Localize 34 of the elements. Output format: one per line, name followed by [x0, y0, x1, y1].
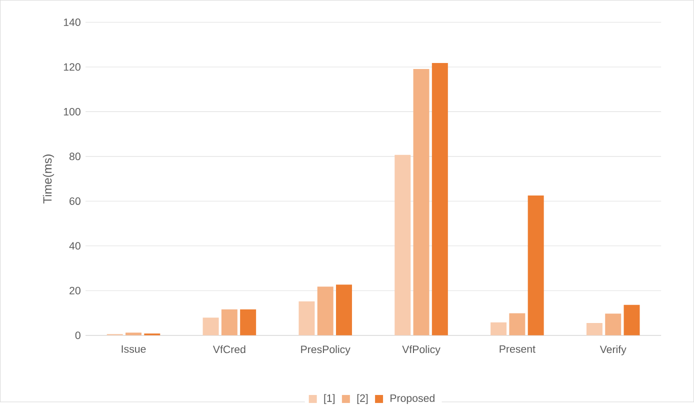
bar — [240, 309, 256, 336]
legend-label: [2] — [357, 394, 368, 404]
y-tick-label: 20 — [70, 286, 80, 294]
bar — [586, 322, 602, 336]
bar — [202, 318, 219, 336]
bar — [413, 68, 430, 336]
y-tick-label: 40 — [69, 242, 80, 250]
bar — [605, 314, 622, 336]
bar — [528, 196, 544, 336]
y-tick-label: 60 — [70, 197, 80, 205]
bar — [298, 301, 315, 336]
bar — [509, 313, 526, 336]
x-tick-label: Issue — [122, 345, 146, 353]
legend-label: Proposed — [390, 394, 434, 404]
bar — [317, 286, 334, 336]
y-tick-label: 0 — [75, 332, 80, 340]
y-tick-label: 120 — [64, 63, 80, 71]
x-tick-label: Verify — [600, 345, 626, 356]
y-tick-label: 80 — [70, 152, 80, 160]
bar — [624, 304, 640, 336]
x-tick-label: VfPolicy — [402, 345, 440, 356]
bar — [336, 284, 352, 336]
y-tick-label: 140 — [64, 18, 80, 26]
x-tick-label: PresPolicy — [301, 345, 350, 356]
legend-label: [1] — [324, 394, 335, 404]
y-tick-label: 100 — [64, 108, 80, 116]
x-tick-label: VfCred — [212, 345, 246, 354]
bar — [221, 309, 238, 336]
bar — [432, 62, 448, 336]
bar — [126, 332, 142, 336]
bar — [394, 154, 411, 336]
y-axis-title: Time(ms) — [42, 154, 54, 204]
bar — [490, 322, 507, 336]
x-tick-label: Present — [500, 345, 536, 353]
